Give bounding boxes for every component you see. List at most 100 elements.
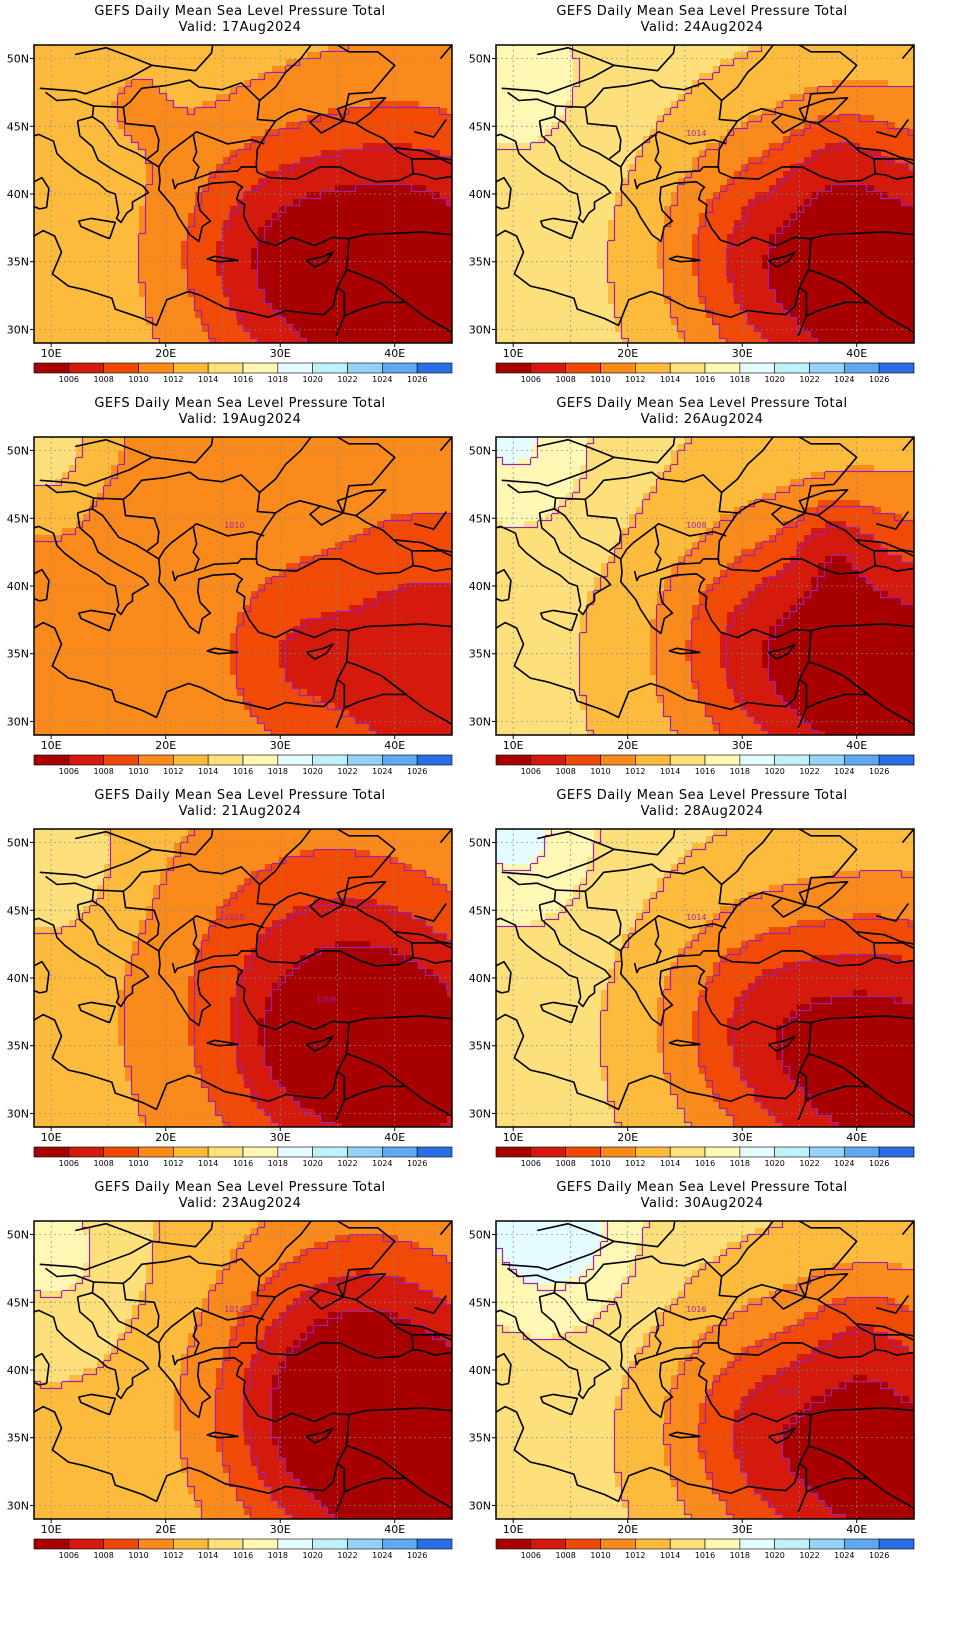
coastline — [856, 1323, 914, 1337]
lat-tick-label: 45N — [7, 1296, 29, 1309]
coastline — [856, 539, 914, 553]
coastline — [561, 437, 563, 438]
contour-label: 1014 — [778, 1387, 798, 1396]
coastline — [413, 903, 447, 922]
map-panel: GEFS Daily Mean Sea Level Pressure Total… — [0, 784, 480, 1194]
colorbar-label: 1018 — [268, 1159, 288, 1168]
colorbar: 1006 1008 1010 1012 1014 1016 1018 1020 1022 1024… — [495, 1146, 915, 1168]
coastline — [171, 918, 200, 974]
colorbar-swatch — [844, 362, 880, 374]
coastline — [537, 438, 615, 459]
contour-label: 1010 — [224, 913, 244, 922]
coastline — [158, 1306, 265, 1344]
coastline — [496, 120, 612, 224]
coastline — [553, 105, 622, 160]
coastline — [842, 1066, 914, 1117]
lat-tick-label: 40N — [469, 972, 491, 985]
colorbar-label: 1016 — [233, 767, 253, 776]
coastline — [439, 437, 452, 452]
contour-label: 1008 — [316, 995, 336, 1004]
colorbar-label: 1022 — [337, 1551, 357, 1560]
coastline — [206, 255, 239, 263]
colorbar-swatch — [878, 1538, 915, 1550]
colorbar-swatch — [809, 754, 845, 766]
colorbar-label: 1022 — [799, 1551, 819, 1560]
colorbar-label: 1006 — [59, 375, 79, 384]
colorbar-swatch — [312, 754, 348, 766]
coastline — [798, 489, 849, 517]
colorbar-swatch — [33, 1146, 70, 1158]
colorbar-label: 1020 — [302, 1551, 322, 1560]
colorbar: 1006 1008 1010 1012 1014 1016 1018 1020 1022 1024… — [495, 754, 915, 776]
coastline — [561, 829, 563, 830]
colorbar-label: 1012 — [163, 375, 183, 384]
coastline — [45, 91, 94, 107]
coastline — [210, 1221, 214, 1230]
coastline — [259, 45, 312, 102]
colorbar-label: 1026 — [407, 375, 427, 384]
lat-tick-label: 35N — [469, 1432, 491, 1445]
colorbar-label: 1010 — [590, 375, 610, 384]
colorbar-label: 1006 — [521, 1551, 541, 1560]
coastline — [721, 829, 774, 886]
colorbar-swatch — [138, 754, 174, 766]
lat-tick-label: 30N — [7, 1499, 29, 1512]
colorbar-swatch — [739, 1146, 775, 1158]
colorbar-swatch — [312, 1538, 348, 1550]
colorbar-swatch — [530, 754, 566, 766]
lon-tick-label: 30E — [270, 1523, 291, 1536]
coastline — [413, 1295, 447, 1314]
colorbar-label: 1006 — [521, 767, 541, 776]
colorbar-swatch — [68, 1538, 104, 1550]
coastline — [620, 1306, 727, 1344]
lat-tick-label: 50N — [469, 837, 491, 850]
coastline — [496, 900, 812, 1111]
colorbar-label: 1014 — [660, 1159, 680, 1168]
coastline — [620, 914, 727, 952]
colorbar-swatch — [809, 1146, 845, 1158]
coastline — [584, 1255, 738, 1298]
coastline — [799, 286, 808, 316]
panel-title: GEFS Daily Mean Sea Level Pressure Total — [0, 396, 480, 412]
colorbar-swatch — [600, 754, 636, 766]
lat-tick-label: 35N — [469, 256, 491, 269]
colorbar-swatch — [878, 362, 915, 374]
colorbar-swatch — [207, 1146, 244, 1158]
coastline — [206, 1431, 239, 1439]
coastline — [539, 1001, 579, 1024]
lat-tick-label: 30N — [469, 1107, 491, 1120]
contour-label: 1014 — [686, 129, 706, 138]
lon-tick-label: 40E — [384, 739, 405, 752]
contour-label: 1016 — [686, 1305, 706, 1314]
coastline — [633, 526, 662, 582]
colorbar-label: 1020 — [764, 767, 784, 776]
coastline — [856, 931, 914, 945]
colorbar: 1006 1008 1010 1012 1014 1016 1018 1020 1022 1024… — [495, 362, 915, 384]
colorbar-label: 1026 — [869, 767, 889, 776]
contour-label: 1014 — [224, 1305, 244, 1314]
colorbar-swatch — [138, 1538, 174, 1550]
colorbar-swatch — [103, 1538, 139, 1550]
coastline — [656, 166, 720, 180]
colorbar-swatch — [844, 1146, 880, 1158]
panel-title: GEFS Daily Mean Sea Level Pressure Total — [462, 4, 942, 20]
coastline — [122, 1255, 276, 1298]
panel-valid-date: Valid: 19Aug2024 — [0, 412, 480, 428]
colorbar-label: 1018 — [730, 1551, 750, 1560]
coastline — [259, 437, 312, 494]
coastline — [337, 678, 346, 708]
coastline — [411, 1334, 452, 1341]
lon-tick-label: 10E — [41, 1131, 62, 1144]
colorbar-swatch — [530, 362, 566, 374]
coastline — [439, 829, 452, 844]
colorbar-label: 1010 — [590, 1159, 610, 1168]
colorbar-label: 1016 — [695, 375, 715, 384]
coastline — [496, 508, 812, 719]
coastline — [768, 251, 796, 268]
colorbar-swatch — [68, 362, 104, 374]
coastline — [45, 483, 94, 499]
colorbar-swatch — [173, 1146, 209, 1158]
colorbar-swatch — [600, 1146, 636, 1158]
coastline — [633, 918, 662, 974]
